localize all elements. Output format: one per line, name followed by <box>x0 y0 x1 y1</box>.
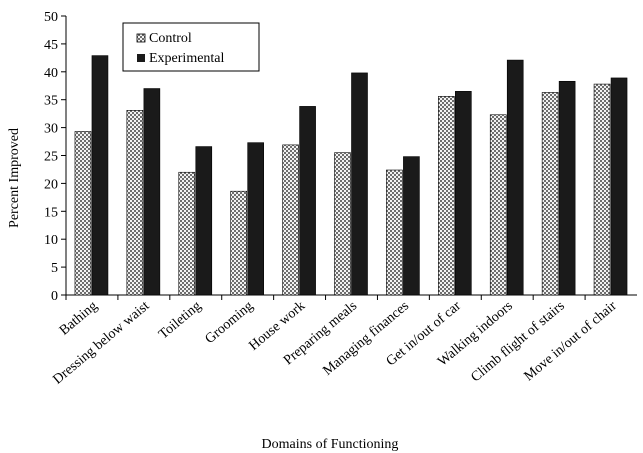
bar-control-0 <box>75 132 91 295</box>
y-tick-label: 15 <box>44 205 58 220</box>
y-tick-label: 35 <box>44 94 58 109</box>
bar-experimental-1 <box>144 89 160 295</box>
y-axis-title: Percent Improved <box>7 128 22 228</box>
x-category-label: Move in/out of chair <box>522 298 620 384</box>
bar-control-10 <box>594 84 610 295</box>
bar-experimental-5 <box>352 73 368 295</box>
y-tick-label: 45 <box>44 38 58 53</box>
bar-control-5 <box>335 153 351 295</box>
bar-control-4 <box>283 145 299 295</box>
y-tick-label: 25 <box>44 150 58 165</box>
bars <box>75 56 627 295</box>
bar-control-9 <box>542 92 558 295</box>
y-tick-label: 50 <box>44 10 58 25</box>
bar-experimental-7 <box>455 91 471 295</box>
bar-experimental-8 <box>507 60 523 295</box>
bar-experimental-4 <box>300 106 316 295</box>
bar-experimental-0 <box>92 56 108 295</box>
legend-swatch-experimental <box>137 54 145 62</box>
y-tick-label: 5 <box>51 261 58 276</box>
y-tick-label: 30 <box>44 122 58 137</box>
legend-label-control: Control <box>149 31 192 46</box>
bar-control-8 <box>490 115 506 295</box>
y-axis-ticks: 0 5 10 15 20 25 30 35 40 45 50 <box>44 10 66 304</box>
bar-control-1 <box>127 110 143 295</box>
bar-experimental-2 <box>196 147 212 295</box>
bar-control-7 <box>438 96 454 295</box>
y-tick-label: 0 <box>51 289 58 304</box>
x-category-label: Managing finances <box>320 299 412 379</box>
x-axis-title: Domains of Functioning <box>262 437 399 452</box>
y-tick-label: 10 <box>44 233 58 248</box>
bar-experimental-10 <box>611 78 627 295</box>
x-category-label: Toileting <box>156 299 204 343</box>
bar-experimental-6 <box>403 157 419 295</box>
y-tick-label: 20 <box>44 177 58 192</box>
y-tick-label: 40 <box>44 66 58 81</box>
bar-control-6 <box>386 170 402 295</box>
legend-swatch-control <box>137 34 145 42</box>
bar-experimental-3 <box>248 143 264 295</box>
x-category-label: Climb flight of stairs <box>468 299 567 386</box>
legend: Control Experimental <box>123 23 259 71</box>
legend-label-experimental: Experimental <box>149 51 225 66</box>
x-category-label: Dressing below waist <box>50 299 152 388</box>
bar-control-2 <box>179 172 195 295</box>
bar-control-3 <box>231 191 247 295</box>
bar-experimental-9 <box>559 81 575 295</box>
x-category-label: Bathing <box>57 299 101 339</box>
